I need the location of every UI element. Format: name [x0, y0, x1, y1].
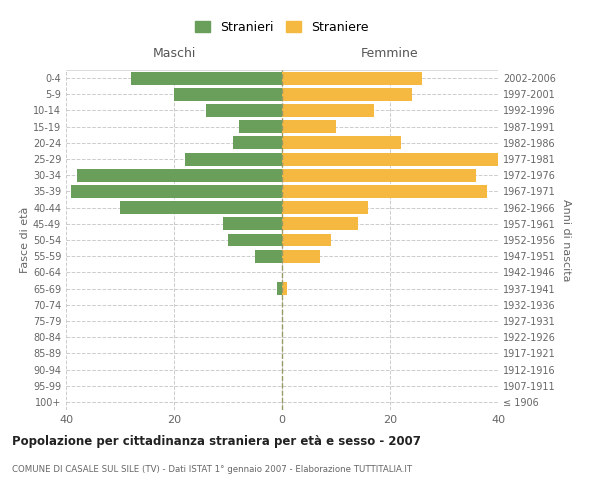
Text: COMUNE DI CASALE SUL SILE (TV) - Dati ISTAT 1° gennaio 2007 - Elaborazione TUTTI: COMUNE DI CASALE SUL SILE (TV) - Dati IS… — [12, 465, 412, 474]
Bar — [174, 88, 282, 101]
Bar — [255, 250, 282, 262]
Bar — [282, 234, 331, 246]
Text: Maschi: Maschi — [152, 47, 196, 60]
Bar — [223, 218, 282, 230]
Bar — [282, 218, 358, 230]
Bar — [282, 104, 374, 117]
Bar — [282, 120, 336, 133]
Bar — [282, 136, 401, 149]
Y-axis label: Anni di nascita: Anni di nascita — [561, 198, 571, 281]
Bar — [77, 169, 282, 181]
Bar — [282, 152, 498, 166]
Bar — [277, 282, 282, 295]
Bar — [282, 169, 476, 181]
Bar — [120, 201, 282, 214]
Bar — [233, 136, 282, 149]
Bar — [239, 120, 282, 133]
Bar — [282, 250, 320, 262]
Bar — [206, 104, 282, 117]
Legend: Stranieri, Straniere: Stranieri, Straniere — [190, 16, 374, 38]
Bar — [282, 185, 487, 198]
Bar — [131, 72, 282, 85]
Bar — [185, 152, 282, 166]
Text: Popolazione per cittadinanza straniera per età e sesso - 2007: Popolazione per cittadinanza straniera p… — [12, 435, 421, 448]
Bar — [282, 201, 368, 214]
Bar — [282, 88, 412, 101]
Bar — [228, 234, 282, 246]
Bar — [282, 282, 287, 295]
Bar — [71, 185, 282, 198]
Text: Femmine: Femmine — [361, 47, 419, 60]
Bar — [282, 72, 422, 85]
Y-axis label: Fasce di età: Fasce di età — [20, 207, 30, 273]
